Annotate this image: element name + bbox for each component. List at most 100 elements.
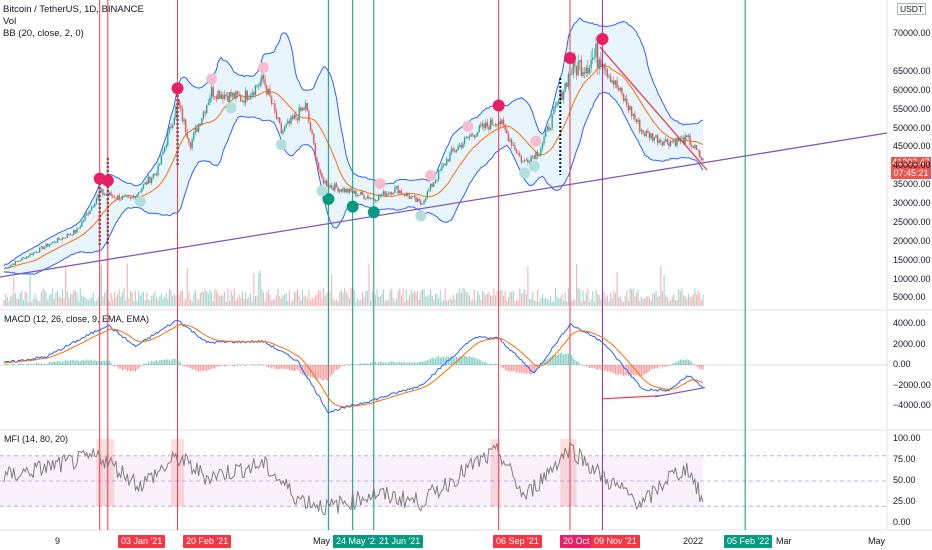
macd-histogram-bar (640, 365, 642, 377)
volume-bar (232, 295, 234, 306)
macd-histogram-bar (501, 365, 503, 368)
macd-histogram-bar (44, 363, 46, 365)
volume-bar (468, 295, 471, 306)
candle-body (369, 198, 372, 199)
volume-bar (532, 292, 534, 306)
volume-bar (220, 295, 222, 306)
volume-bar (238, 294, 240, 306)
candle-body (121, 196, 124, 200)
volume-bar (395, 298, 398, 306)
volume-bar (357, 298, 359, 306)
price-axis-tick: 65000.00 (893, 66, 931, 76)
candle-body (600, 59, 602, 67)
candle-body (459, 144, 461, 147)
volume-bar (611, 298, 613, 306)
candle-body (86, 213, 88, 216)
candle-body (97, 193, 99, 199)
volume-bar (658, 295, 660, 306)
macd-histogram-bar (321, 365, 323, 381)
date-marker-badge[interactable]: 09 Nov '21 (591, 535, 640, 548)
candle-body (30, 253, 33, 256)
macd-histogram-bar (694, 365, 696, 366)
mfi-overbought-zone (171, 439, 185, 507)
volume-bar (592, 291, 594, 306)
date-marker-badge[interactable]: 20 Oct (560, 535, 593, 548)
volume-bar (627, 300, 629, 306)
date-marker-badge[interactable]: 03 Jan '21 (118, 535, 166, 548)
macd-histogram-bar (254, 364, 256, 365)
macd-histogram-bar (186, 365, 188, 367)
volume-bar (438, 298, 440, 306)
volume-bar (305, 295, 307, 306)
volume-bar (246, 298, 248, 306)
volume-bar (639, 301, 641, 306)
candle-body (207, 102, 210, 106)
macd-histogram-bar (196, 365, 198, 371)
candle-body (428, 189, 430, 192)
macd-histogram-bar (392, 361, 394, 365)
macd-histogram-bar (157, 361, 159, 365)
volume-bar (689, 296, 691, 306)
candle-body (35, 251, 38, 253)
date-marker-badge[interactable]: 24 May '21 (333, 535, 383, 548)
candle-body (17, 261, 20, 262)
macd-histogram-bar (624, 365, 626, 376)
mfi-axis-tick: 0.00 (893, 517, 911, 527)
candle-body (593, 56, 596, 58)
candle-body (525, 159, 527, 161)
macd-histogram-bar (486, 363, 488, 365)
volume-bar (657, 297, 659, 306)
macd-histogram-bar (65, 359, 67, 365)
macd-histogram-bar (608, 365, 610, 372)
volume-bar (35, 298, 38, 306)
price-axis-tick: 30000.00 (893, 198, 931, 208)
macd-histogram-bar (207, 365, 209, 370)
candle-body (666, 139, 669, 144)
candle-body (390, 192, 393, 195)
volume-bar (483, 292, 485, 306)
candle-body (527, 160, 529, 163)
sell-signal-light-marker (206, 73, 218, 85)
candle-body (554, 105, 557, 108)
volume-bar (556, 296, 558, 306)
volume-bar (567, 288, 569, 306)
date-marker-badge[interactable]: 21 Jun '21 (376, 535, 424, 548)
candle-body (585, 67, 587, 74)
volume-bar (86, 298, 88, 306)
resistance-trendline (599, 46, 708, 171)
volume-bar (436, 293, 438, 306)
currency-label[interactable]: USDT (897, 3, 927, 15)
macd-histogram-bar (48, 361, 51, 365)
candle-body (514, 145, 516, 150)
candle-body (259, 81, 261, 86)
candle-body (301, 107, 304, 111)
candle-body (32, 252, 34, 256)
macd-histogram-bar (8, 364, 10, 365)
macd-histogram-bar (439, 357, 441, 365)
macd-histogram-bar (177, 360, 179, 365)
candle-body (548, 126, 550, 131)
macd-histogram-bar (175, 359, 177, 365)
macd-histogram-bar (517, 365, 519, 373)
date-marker-badge[interactable]: 06 Sep '21 (493, 535, 542, 548)
macd-histogram-bar (152, 361, 154, 365)
macd-histogram-bar (190, 365, 192, 369)
volume-bar (78, 301, 80, 306)
candle-body (496, 124, 498, 126)
candle-body (309, 122, 312, 131)
macd-histogram-bar (618, 365, 620, 374)
date-marker-badge[interactable]: 20 Feb '21 (183, 535, 232, 548)
volume-bar (118, 289, 120, 306)
candle-body (460, 144, 463, 148)
candle-body (275, 111, 278, 119)
volume-bar (423, 288, 425, 306)
volume-bar (389, 290, 391, 306)
volume-bar (68, 297, 70, 306)
macd-histogram-bar (288, 365, 291, 371)
candle-body (449, 152, 451, 161)
volume-bar (400, 295, 402, 306)
date-marker-badge[interactable]: 05 Feb '22 (724, 535, 773, 548)
volume-bar (399, 288, 401, 306)
volume-bar (306, 298, 308, 306)
